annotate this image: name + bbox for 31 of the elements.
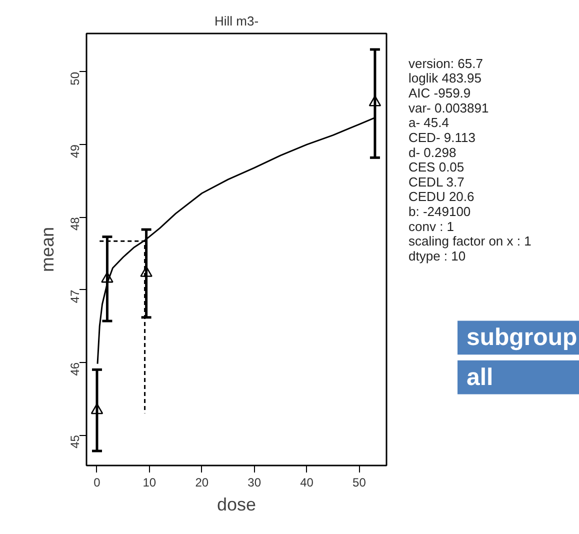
text: a- 45.4 [408,115,449,130]
x-tick-label: 10 [142,476,156,490]
text: AIC -959.9 [408,86,471,101]
text: loglik 483.95 [408,70,482,86]
text: all [466,364,494,391]
text: d- 0.298 [408,144,456,160]
x-tick-label: 20 [195,476,209,490]
text: var- 0.003891 [408,100,489,116]
text: conv : 1 [408,218,454,234]
x-tick-label: 30 [248,476,262,490]
y-tick-label: 49 [68,144,82,158]
x-tick-label: 0 [94,476,101,490]
text: CES 0.05 [408,160,464,175]
x-tick-label: 50 [352,476,366,490]
text: version: 65.7 [408,56,483,71]
y-tick-label: 46 [68,362,82,376]
text: CEDL 3.7 [408,174,464,190]
x-tick-label: 40 [300,476,314,490]
text: subgroup [466,324,578,352]
y-tick-label: 45 [68,434,82,448]
y-tick-label: 50 [68,72,82,86]
y-tick-label: 48 [68,216,82,231]
text: CED- 9.113 [408,130,476,145]
y-axis-title: mean [38,226,58,272]
text: CEDU 20.6 [408,189,474,204]
text: dtype : 10 [408,248,466,264]
x-axis-title: dose [216,494,256,514]
text: b: -249100 [408,204,471,219]
text: scaling factor on x : 1 [408,234,532,249]
chart-title: Hill m3- [214,14,259,28]
y-tick-label: 47 [68,289,82,304]
